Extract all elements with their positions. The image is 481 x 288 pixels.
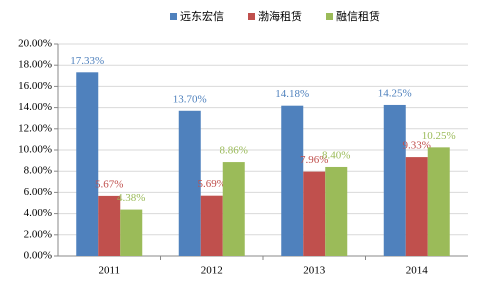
y-tick-label: 6.00%: [24, 186, 52, 198]
y-tick-label: 12.00%: [18, 122, 52, 134]
y-tick-label: 14.00%: [18, 101, 52, 113]
legend-swatch: [170, 13, 177, 20]
bar: [222, 162, 245, 256]
y-tick-label: 10.00%: [18, 144, 52, 156]
legend-swatch: [248, 13, 255, 20]
data-label: 14.18%: [275, 88, 309, 100]
bar: [178, 110, 201, 256]
data-label: 5.69%: [198, 178, 226, 190]
legend-swatch: [326, 13, 333, 20]
bar: [427, 147, 450, 256]
data-label: 9.33%: [403, 140, 431, 152]
data-label: 7.96%: [300, 154, 328, 166]
data-label: 10.25%: [422, 130, 456, 142]
y-tick-label: 2.00%: [24, 228, 52, 240]
x-tick-label: 2014: [406, 265, 429, 277]
y-tick-label: 18.00%: [18, 59, 52, 71]
data-label: 17.33%: [70, 55, 104, 67]
bar: [76, 72, 99, 256]
x-tick-label: 2012: [201, 265, 223, 277]
bar: [281, 105, 304, 256]
y-tick-label: 0.00%: [24, 250, 52, 262]
bar: [325, 166, 348, 256]
bar: [120, 209, 143, 256]
bar: [200, 195, 223, 256]
x-tick-label: 2011: [98, 265, 120, 277]
data-label: 14.25%: [378, 87, 412, 99]
y-tick-label: 4.00%: [24, 207, 52, 219]
legend-label: 融信租赁: [336, 9, 380, 23]
bar: [405, 157, 428, 256]
data-label: 13.70%: [173, 93, 207, 105]
bar: [383, 104, 406, 256]
legend: 远东宏信 渤海租赁 融信租赁: [170, 9, 380, 23]
bar: [98, 195, 121, 256]
bar: [303, 171, 326, 256]
data-label: 4.38%: [117, 192, 145, 204]
data-label: 5.67%: [95, 178, 123, 190]
y-tick-label: 16.00%: [18, 80, 52, 92]
data-label: 8.40%: [322, 149, 350, 161]
y-tick-label: 20.00%: [18, 38, 52, 50]
legend-label: 渤海租赁: [258, 9, 302, 23]
y-tick-label: 8.00%: [24, 165, 52, 177]
data-label: 8.86%: [220, 145, 248, 157]
x-tick-label: 2013: [303, 265, 326, 277]
legend-label: 远东宏信: [180, 9, 224, 23]
